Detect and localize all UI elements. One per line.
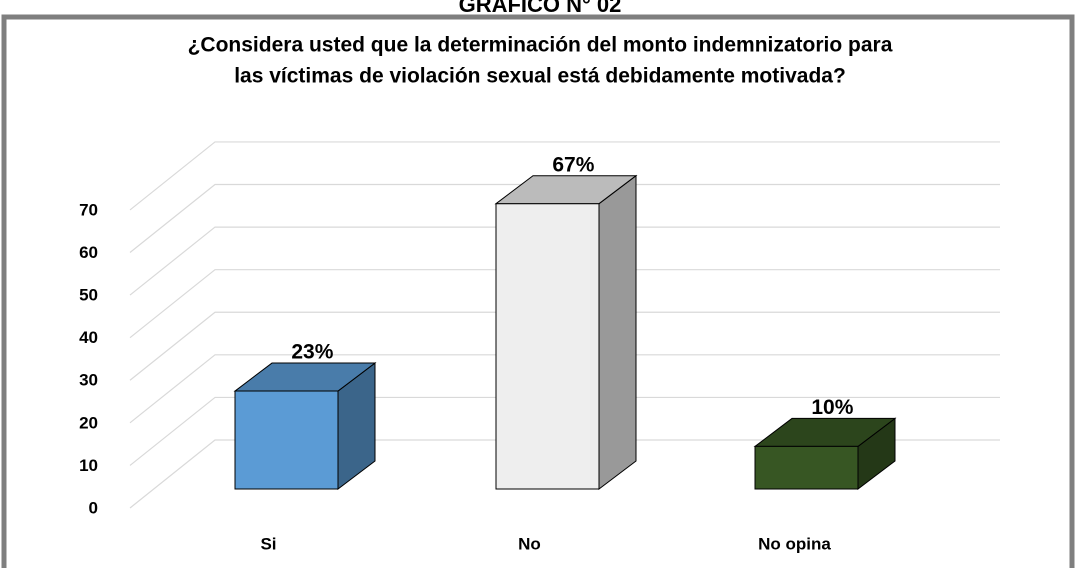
y-tick-label: 30: [79, 371, 98, 390]
grid-line: [129, 226, 1000, 296]
x-tick-label: Si: [260, 534, 276, 553]
grid-line: [129, 439, 1000, 509]
grid-line: [129, 183, 1000, 253]
chart-header: GRAFICO N° 02: [459, 0, 622, 17]
data-label: 10%: [811, 396, 853, 419]
y-tick-label: 40: [79, 328, 98, 347]
x-tick-label: No opina: [758, 534, 831, 553]
bar: [233, 362, 377, 491]
bar: [753, 417, 897, 491]
y-tick-label: 10: [79, 456, 98, 475]
bar-front: [234, 390, 339, 490]
y-tick-label: 60: [79, 243, 98, 262]
bar-front: [495, 203, 600, 490]
data-label: 23%: [291, 341, 333, 364]
bar-front: [754, 445, 859, 490]
bar: [494, 174, 638, 491]
bar-side: [598, 174, 637, 491]
x-tick-label: No: [518, 534, 541, 553]
grid-line: [129, 269, 1000, 339]
chart-title: las víctimas de violación sexual está de…: [234, 65, 846, 88]
grid-line: [129, 141, 1000, 211]
data-label: 67%: [552, 153, 594, 176]
y-tick-label: 0: [89, 498, 98, 517]
grid-line: [129, 396, 1000, 466]
y-tick-label: 70: [79, 200, 98, 219]
grid-line: [129, 311, 1000, 381]
y-tick-label: 50: [79, 286, 98, 305]
y-tick-label: 20: [79, 413, 98, 432]
grid-line: [129, 354, 1000, 424]
chart-title: ¿Considera usted que la determinación de…: [188, 34, 893, 57]
